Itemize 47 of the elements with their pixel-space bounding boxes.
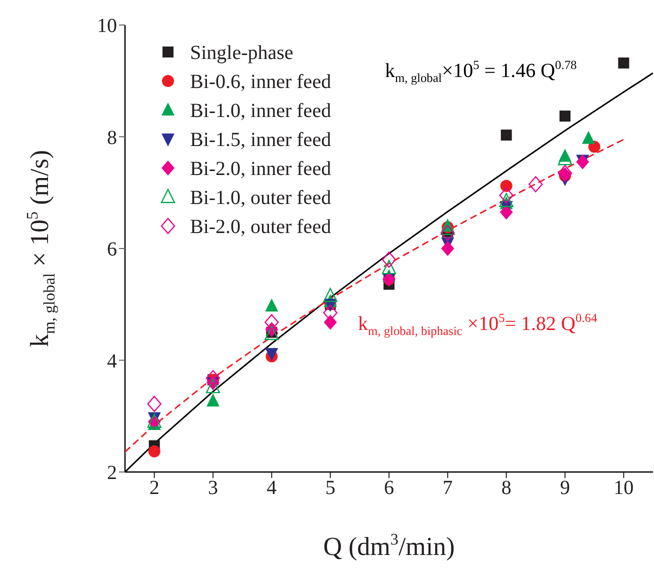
legend-label: Bi-2.0, outer feed — [190, 216, 332, 238]
x-axis-title: Q (dm$^{3}$/min) — [323, 532, 455, 561]
point — [500, 204, 513, 220]
y-tick-label: 2 — [107, 462, 117, 484]
point — [499, 187, 514, 204]
point — [323, 288, 338, 302]
y-tick-label: 10 — [97, 15, 117, 38]
point — [440, 224, 455, 241]
point — [206, 378, 220, 394]
point — [324, 314, 337, 330]
legend-label: Bi-0.6, inner feed — [190, 71, 332, 93]
y-tick-label: 6 — [107, 238, 117, 261]
x-tick-label: 8 — [501, 477, 512, 500]
legend-label: Bi-1.0, outer feed — [190, 187, 332, 209]
legend-label: Bi-1.0, inner feed — [190, 100, 332, 122]
point — [382, 260, 396, 274]
x-tick-label: 2 — [149, 477, 160, 500]
point — [500, 180, 512, 192]
point — [499, 192, 514, 208]
point — [206, 370, 220, 386]
x-tick-label: 6 — [384, 477, 394, 500]
point — [264, 314, 279, 330]
legend-label: Bi-1.5, inner feed — [190, 129, 332, 151]
x-tick-label: 4 — [266, 477, 277, 500]
y-tick-label: 8 — [107, 126, 117, 149]
legend-label: Single-phase — [190, 42, 294, 64]
point — [441, 241, 454, 256]
point — [147, 396, 162, 412]
point — [206, 394, 220, 407]
x-tick-label: 3 — [208, 477, 218, 500]
point — [148, 445, 160, 458]
point — [618, 57, 630, 68]
point — [265, 298, 278, 312]
point — [560, 110, 570, 122]
point — [382, 252, 396, 268]
point — [528, 176, 543, 192]
x-tick-label: 7 — [442, 477, 453, 500]
y-tick-label: 4 — [107, 350, 117, 372]
point — [582, 130, 595, 144]
x-tick-label: 5 — [325, 477, 336, 500]
legend-label: Bi-2.0, inner feed — [190, 158, 332, 180]
x-tick-label: 10 — [614, 477, 634, 500]
x-tick-label: 9 — [560, 477, 570, 500]
point — [500, 130, 512, 141]
annotation: k$_{m, global, biphasic}$ ×10$^{5}$= 1.82 Q$^{0.64}$ — [358, 311, 598, 338]
annotation: k$_{m, global}$×10$^{5}$ = 1.46 Q$^{0.78}$ — [385, 58, 577, 85]
point — [264, 326, 279, 340]
